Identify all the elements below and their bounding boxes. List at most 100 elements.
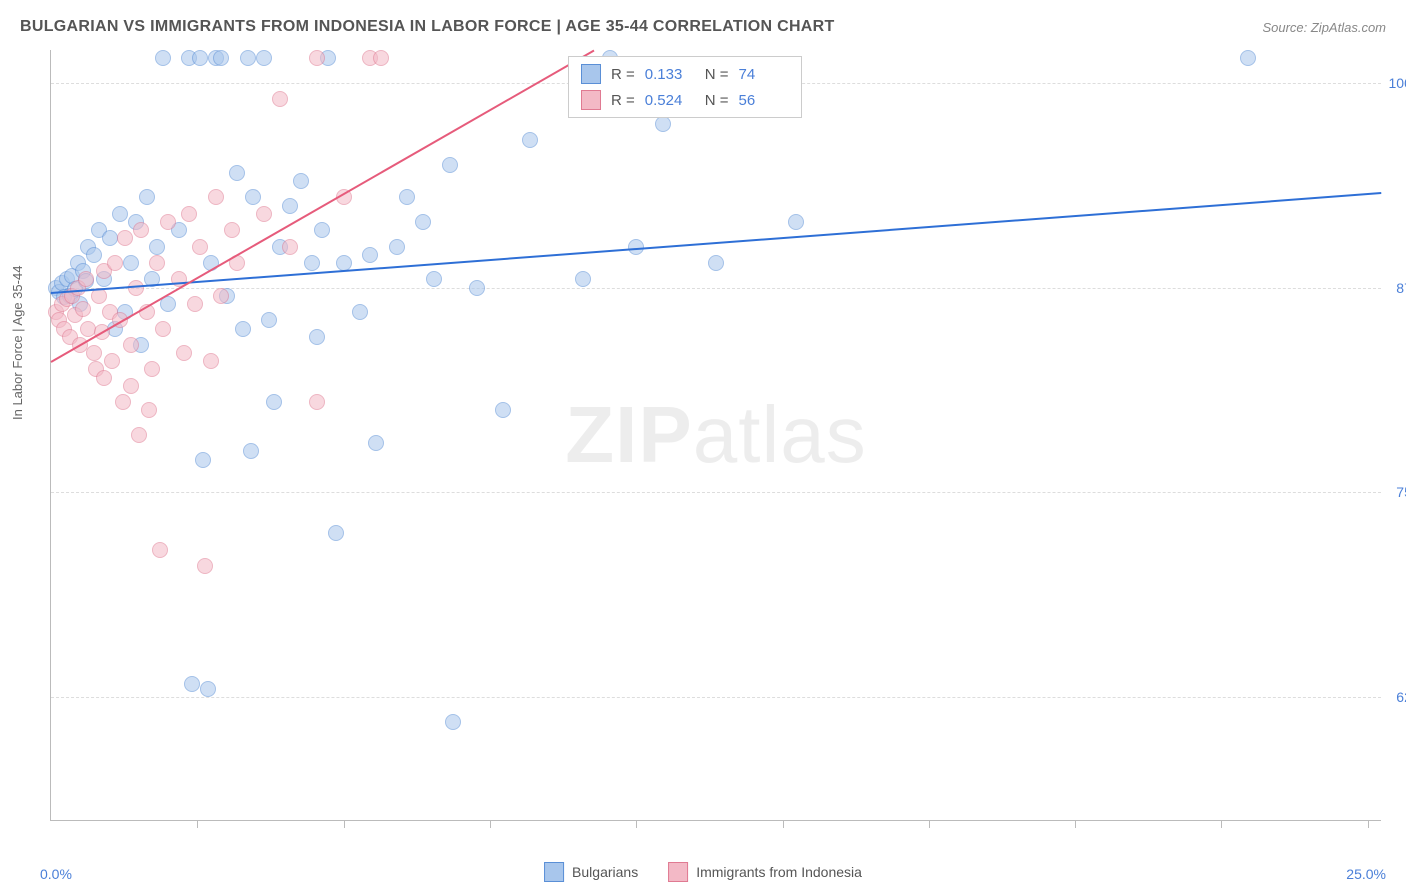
data-point xyxy=(352,304,368,320)
data-point xyxy=(149,239,165,255)
data-point xyxy=(368,435,384,451)
data-point xyxy=(192,50,208,66)
n-label: N = xyxy=(705,92,729,109)
stats-box: R = 0.133 N = 74 R = 0.524 N = 56 xyxy=(568,56,802,118)
data-point xyxy=(415,214,431,230)
stats-row: R = 0.524 N = 56 xyxy=(569,87,801,113)
legend-label: Immigrants from Indonesia xyxy=(696,864,862,880)
x-tick xyxy=(929,820,930,828)
data-point xyxy=(139,189,155,205)
x-tick xyxy=(636,820,637,828)
data-point xyxy=(117,230,133,246)
data-point xyxy=(309,394,325,410)
data-point xyxy=(399,189,415,205)
legend-item: Immigrants from Indonesia xyxy=(668,862,862,882)
data-point xyxy=(115,394,131,410)
data-point xyxy=(131,427,147,443)
data-point xyxy=(197,558,213,574)
x-axis-max-label: 25.0% xyxy=(1346,866,1386,882)
data-point xyxy=(192,239,208,255)
data-point xyxy=(708,255,724,271)
y-axis-label: In Labor Force | Age 35-44 xyxy=(10,266,25,420)
r-value: 0.133 xyxy=(645,66,695,83)
y-tick-label: 87.5% xyxy=(1396,280,1406,296)
data-point xyxy=(245,189,261,205)
data-point xyxy=(123,337,139,353)
y-tick-label: 100.0% xyxy=(1389,75,1406,91)
data-point xyxy=(575,271,591,287)
legend: Bulgarians Immigrants from Indonesia xyxy=(544,862,862,882)
data-point xyxy=(78,271,94,287)
data-point xyxy=(442,157,458,173)
data-point xyxy=(235,321,251,337)
data-point xyxy=(123,378,139,394)
series-swatch xyxy=(581,64,601,84)
data-point xyxy=(104,353,120,369)
data-point xyxy=(181,206,197,222)
data-point xyxy=(155,50,171,66)
data-point xyxy=(362,247,378,263)
data-point xyxy=(304,255,320,271)
n-value: 56 xyxy=(739,92,789,109)
data-point xyxy=(426,271,442,287)
r-value: 0.524 xyxy=(645,92,695,109)
x-tick xyxy=(1221,820,1222,828)
data-point xyxy=(655,116,671,132)
data-point xyxy=(272,91,288,107)
source-label: Source: ZipAtlas.com xyxy=(1262,20,1386,35)
r-label: R = xyxy=(611,66,635,83)
x-tick xyxy=(344,820,345,828)
trend-line xyxy=(51,50,595,363)
gridline xyxy=(51,492,1381,493)
data-point xyxy=(176,345,192,361)
x-axis-min-label: 0.0% xyxy=(40,866,72,882)
data-point xyxy=(152,542,168,558)
data-point xyxy=(261,312,277,328)
data-point xyxy=(256,50,272,66)
legend-item: Bulgarians xyxy=(544,862,638,882)
n-value: 74 xyxy=(739,66,789,83)
x-tick xyxy=(783,820,784,828)
data-point xyxy=(144,361,160,377)
data-point xyxy=(107,255,123,271)
series-swatch xyxy=(581,90,601,110)
x-tick xyxy=(1075,820,1076,828)
data-point xyxy=(86,345,102,361)
legend-swatch xyxy=(668,862,688,882)
data-point xyxy=(282,198,298,214)
gridline xyxy=(51,288,1381,289)
data-point xyxy=(155,321,171,337)
data-point xyxy=(314,222,330,238)
data-point xyxy=(149,255,165,271)
data-point xyxy=(788,214,804,230)
data-point xyxy=(328,525,344,541)
data-point xyxy=(309,50,325,66)
data-point xyxy=(141,402,157,418)
gridline xyxy=(51,697,1381,698)
data-point xyxy=(200,681,216,697)
watermark: ZIPatlas xyxy=(565,389,866,481)
data-point xyxy=(373,50,389,66)
data-point xyxy=(282,239,298,255)
data-point xyxy=(208,189,224,205)
data-point xyxy=(203,353,219,369)
data-point xyxy=(243,443,259,459)
data-point xyxy=(495,402,511,418)
legend-label: Bulgarians xyxy=(572,864,638,880)
data-point xyxy=(522,132,538,148)
data-point xyxy=(229,165,245,181)
n-label: N = xyxy=(705,66,729,83)
trend-line xyxy=(51,193,1381,295)
data-point xyxy=(160,214,176,230)
x-tick xyxy=(490,820,491,828)
data-point xyxy=(75,301,91,317)
data-point xyxy=(187,296,203,312)
legend-swatch xyxy=(544,862,564,882)
r-label: R = xyxy=(611,92,635,109)
data-point xyxy=(195,452,211,468)
chart-plot-area: ZIPatlas 62.5%75.0%87.5%100.0% xyxy=(50,50,1381,821)
data-point xyxy=(469,280,485,296)
data-point xyxy=(445,714,461,730)
data-point xyxy=(86,247,102,263)
data-point xyxy=(133,222,149,238)
